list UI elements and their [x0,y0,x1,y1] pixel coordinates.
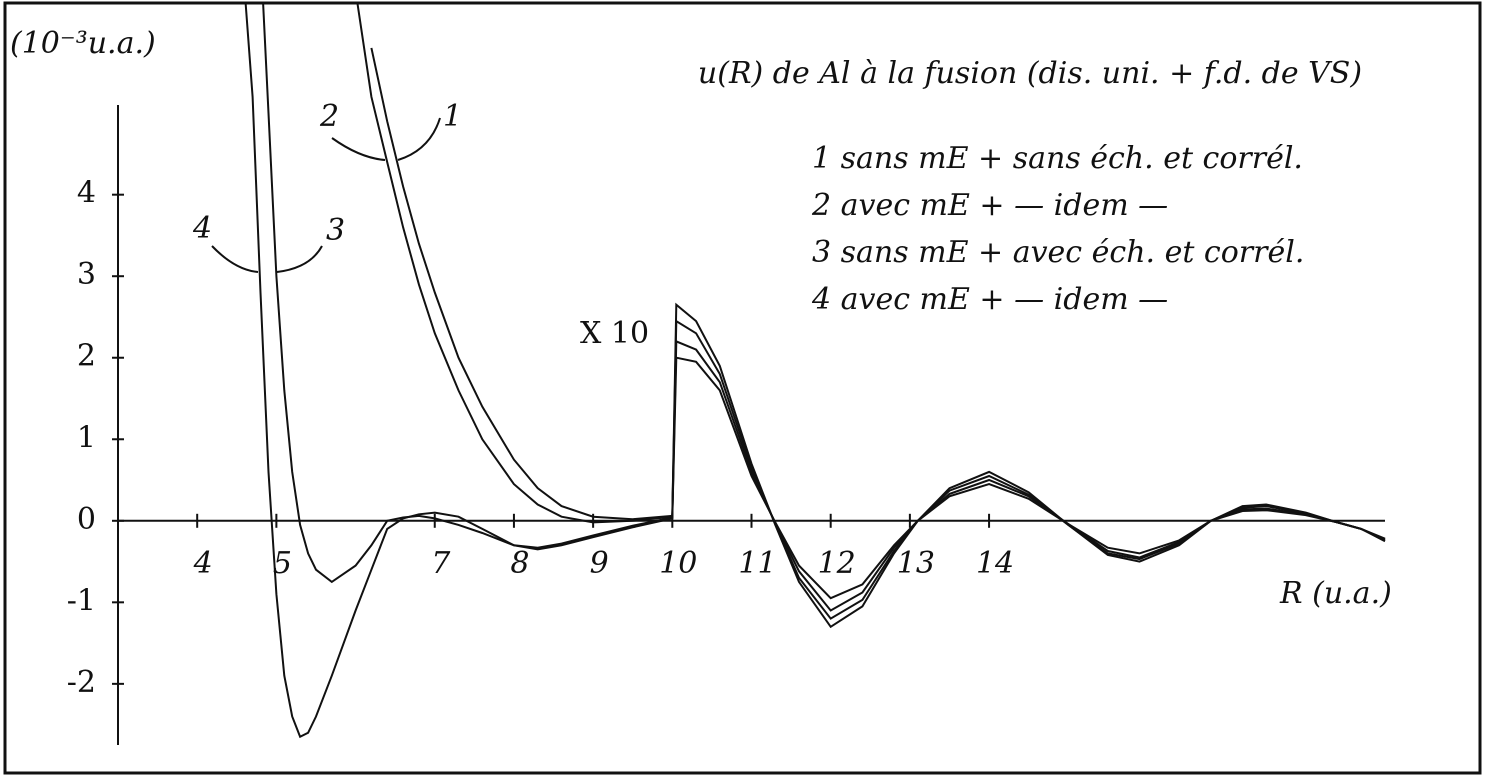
y-axis-label: (10⁻³u.a.) [10,26,156,61]
y-tick-label: -1 [67,583,96,618]
y-tick-label: 0 [77,502,96,537]
plot-area [244,3,1386,739]
x-tick-label: 12 [818,546,856,581]
x-tick-label: 10 [659,546,697,581]
x-axis-label: R (u.a.) [1279,576,1392,611]
curve-label: 2 [319,99,339,134]
x-tick-label: 14 [976,546,1014,581]
curve-label: 1 [443,99,462,134]
hook [331,117,441,161]
hook [211,245,323,273]
y-tick-label: -2 [67,665,96,700]
x-tick-label: 9 [590,546,609,581]
y-tick-label: 2 [77,339,96,374]
y-tick-label: 4 [77,176,96,211]
frame [3,1,1482,775]
chart-title: u(R) de Al à la fusion (dis. uni. + f.d.… [698,56,1362,91]
series-line [262,3,1386,612]
legend-entry: 2 avec mE + — idem — [811,188,1168,223]
legend-entry: 4 avec mE + — idem — [811,282,1168,317]
x-tick-label: 4 [193,546,213,581]
x-tick-label: 11 [738,546,776,581]
legend-entry: 3 sans mE + avec éch. et corrél. [812,235,1304,270]
x-tick-label: 7 [431,546,451,581]
annotation: X 10 [580,316,649,351]
y-tick-label: 1 [77,420,96,455]
x-tick-label: 5 [273,546,292,581]
series-line [244,3,1386,739]
curve-label: 3 [326,213,345,248]
y-tick-label: 3 [77,257,96,292]
x-tick-label: 8 [510,546,529,581]
series-line [370,47,1386,629]
x-tick-label: 13 [897,546,935,581]
curve-label: 4 [192,211,212,246]
legend-entry: 1 sans mE + sans éch. et corrél. [812,141,1303,176]
